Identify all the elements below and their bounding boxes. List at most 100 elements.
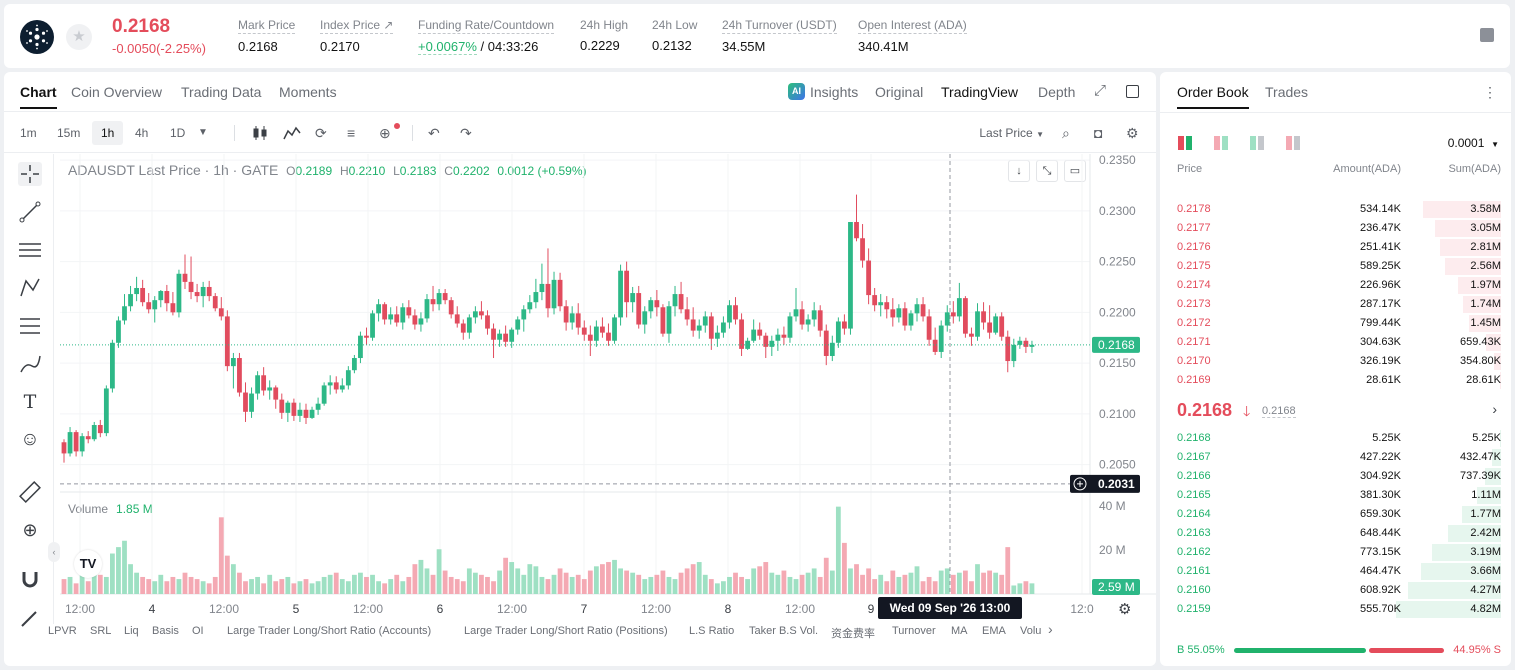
bid-row[interactable]: 0.2167 427.22K 432.47K [1160,448,1511,467]
tab-coin-overview[interactable]: Coin Overview [71,84,163,100]
ask-row[interactable]: 0.2177 236.47K 3.05M [1160,219,1511,238]
indicator-2[interactable]: Liq [124,625,139,637]
chevron-right-icon[interactable]: › [1492,401,1497,417]
pencil-icon[interactable] [18,606,42,630]
axis-settings-icon: ⚙ [1118,600,1131,618]
collapse-toolbar-icon[interactable]: ‹ [48,542,60,562]
volume-bar [533,566,539,594]
tab-moments[interactable]: Moments [279,84,337,100]
redo-icon[interactable]: ↷ [460,125,472,141]
volume-bar [557,568,563,594]
bid-row[interactable]: 0.2160 608.92K 4.27M [1160,581,1511,600]
layout-split-icon[interactable] [1214,136,1228,150]
timeframe-dropdown-icon[interactable]: ▼ [198,127,208,138]
bid-row[interactable]: 0.2161 464.47K 3.66M [1160,562,1511,581]
maximize-icon[interactable] [1126,85,1139,98]
favorite-star-icon[interactable]: ★ [66,24,92,50]
layout-both-icon[interactable] [1178,136,1192,150]
tradingview-logo[interactable]: TV [74,550,102,578]
collapse-icon[interactable]: ⤡ [1036,160,1058,182]
more-options-icon[interactable]: ⋮ [1483,84,1497,100]
brush-icon[interactable] [18,352,42,376]
tab-trades[interactable]: Trades [1265,84,1309,100]
text-tool-icon[interactable]: T [23,391,37,413]
horizontal-lines-icon[interactable] [18,238,42,262]
templates-icon[interactable]: ≡ [347,125,356,141]
bid-row[interactable]: 0.2168 5.25K 5.25K [1160,429,1511,448]
bid-row[interactable]: 0.2159 555.70K 4.82M [1160,600,1511,619]
indicator-13[interactable]: Volu [1020,625,1042,637]
timeframe-4h[interactable]: 4h [135,126,149,140]
indicator-7[interactable]: L.S Ratio [689,625,735,637]
stat-label[interactable]: Index Price ↗ [320,18,394,34]
indicator-10[interactable]: Turnover [892,625,936,637]
bid-row[interactable]: 0.2165 381.30K 1.11M [1160,486,1511,505]
stat-label[interactable]: 24h Turnover (USDT) [722,18,837,34]
view-original[interactable]: Original [875,84,924,100]
undo-icon[interactable]: ↶ [428,125,440,141]
fullscreen-icon[interactable]: ▭ [1064,160,1086,182]
fib-retracement-icon[interactable] [18,314,42,338]
bid-row[interactable]: 0.2163 648.44K 2.42M [1160,524,1511,543]
stat-label[interactable]: Mark Price [238,18,296,34]
candle-body [370,313,375,338]
expand-icon[interactable]: ⤢ [1094,82,1107,99]
view-insights[interactable]: Insights [810,84,859,100]
indicator-0[interactable]: LPVR [48,625,77,637]
scroll-down-icon[interactable]: ↓ [1008,160,1030,182]
zoom-in-icon[interactable]: ⊕ [22,520,38,540]
book-icon[interactable] [1480,28,1494,42]
indicator-6[interactable]: Large Trader Long/Short Ratio (Positions… [464,625,668,637]
ask-row[interactable]: 0.2176 251.41K 2.81M [1160,238,1511,257]
ruler-icon[interactable] [18,480,42,504]
indicator-scroll-right-icon[interactable]: › [1048,621,1053,637]
ask-row[interactable]: 0.2174 226.96K 1.97M [1160,276,1511,295]
bid-row[interactable]: 0.2166 304.92K 737.39K [1160,467,1511,486]
indicator-3[interactable]: Basis [152,625,179,637]
precision-select[interactable]: 0.0001 ▼ [1448,136,1499,150]
indicator-4[interactable]: OI [192,625,204,637]
indicator-9[interactable]: 资金费率 [831,628,875,640]
ask-row[interactable]: 0.2171 304.63K 659.43K [1160,333,1511,352]
indicator-5[interactable]: Large Trader Long/Short Ratio (Accounts) [227,625,432,637]
crosshair-icon[interactable] [18,162,42,186]
add-alert-icon[interactable]: ⊕ [379,123,400,142]
ask-row[interactable]: 0.2173 287.17K 1.74M [1160,295,1511,314]
timeframe-1d[interactable]: 1D [170,126,186,140]
tab-order-book[interactable]: Order Book [1177,84,1249,109]
magnet-icon[interactable] [18,568,42,592]
stat-label[interactable]: Open Interest (ADA) [858,18,967,34]
ask-row[interactable]: 0.2170 326.19K 354.80K [1160,352,1511,371]
timeframe-1h[interactable]: 1h [92,121,124,145]
compare-icon[interactable]: ⟳ [315,125,327,141]
settings-gear-icon[interactable]: ⚙ [1126,125,1139,141]
indicator-11[interactable]: MA [951,625,968,637]
trend-line-icon[interactable] [18,200,42,224]
timeframe-15m[interactable]: 15m [57,126,81,140]
camera-icon[interactable]: ◘ [1094,125,1103,141]
candle-body [527,302,533,310]
price-source-select[interactable]: Last Price ▼ [979,126,1044,140]
tab-chart[interactable]: Chart [20,84,57,109]
indicators-icon[interactable] [283,125,301,144]
view-tradingview[interactable]: TradingView [941,84,1019,100]
ask-row[interactable]: 0.2169 28.61K 28.61K [1160,371,1511,390]
tab-trading-data[interactable]: Trading Data [181,84,262,100]
timeframe-1m[interactable]: 1m [20,126,37,140]
indicator-8[interactable]: Taker B.S Vol. [749,625,819,637]
ask-row[interactable]: 0.2175 589.25K 2.56M [1160,257,1511,276]
ask-row[interactable]: 0.2178 534.14K 3.58M [1160,200,1511,219]
search-icon[interactable]: ⌕ [1062,125,1070,141]
view-depth[interactable]: Depth [1038,84,1076,100]
layout-asks-icon[interactable] [1286,136,1300,150]
stat-label[interactable]: Funding Rate/Countdown [418,18,555,34]
layout-bids-icon[interactable] [1250,136,1264,150]
pattern-icon[interactable] [18,276,42,300]
ask-row[interactable]: 0.2172 799.44K 1.45M [1160,314,1511,333]
candle-type-icon[interactable] [252,125,270,144]
indicator-1[interactable]: SRL [90,625,112,637]
bid-row[interactable]: 0.2162 773.15K 3.19M [1160,543,1511,562]
emoji-icon[interactable]: ☺ [20,429,40,450]
indicator-12[interactable]: EMA [982,625,1006,637]
bid-row[interactable]: 0.2164 659.30K 1.77M [1160,505,1511,524]
